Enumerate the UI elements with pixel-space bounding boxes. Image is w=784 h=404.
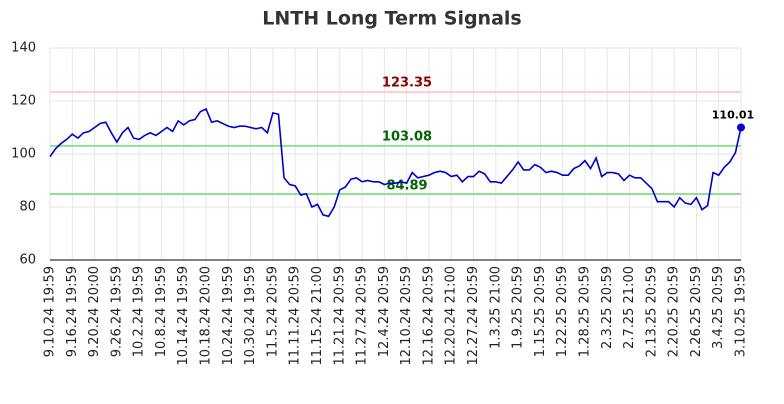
x-tick-label: 1.22.25 20:59 bbox=[555, 266, 570, 357]
x-tick-label: 2.3.25 20:59 bbox=[600, 266, 615, 349]
x-tick-label: 11.27.24 20:59 bbox=[355, 266, 370, 366]
x-tick-label: 9.10.24 19:59 bbox=[43, 266, 58, 357]
x-tick-label: 9.20.24 20:00 bbox=[87, 266, 102, 357]
chart-title: LNTH Long Term Signals bbox=[262, 8, 521, 30]
x-tick-label: 12.16.24 20:59 bbox=[421, 266, 436, 366]
x-tick-label: 11.5.24 20:59 bbox=[265, 266, 280, 357]
x-tick-label: 1.28.25 20:59 bbox=[577, 266, 592, 357]
signal-label: 103.08 bbox=[382, 129, 432, 144]
x-tick-label: 12.27.24 20:59 bbox=[466, 266, 481, 366]
y-tick-label: 80 bbox=[19, 200, 36, 215]
y-tick-label: 120 bbox=[11, 94, 36, 109]
x-tick-label: 9.26.24 19:59 bbox=[109, 266, 124, 357]
x-tick-label: 2.7.25 21:00 bbox=[622, 266, 637, 349]
y-tick-label: 140 bbox=[11, 41, 36, 56]
x-tick-label: 10.8.24 19:59 bbox=[154, 266, 169, 357]
x-tick-label: 10.30.24 19:59 bbox=[243, 266, 258, 366]
x-tick-label: 2.26.25 20:59 bbox=[689, 266, 704, 357]
x-tick-label: 2.13.25 20:59 bbox=[644, 266, 659, 357]
x-tick-label: 10.2.24 19:59 bbox=[132, 266, 147, 357]
x-tick-label: 1.3.25 21:00 bbox=[488, 266, 503, 349]
x-tick-label: 3.10.25 19:59 bbox=[734, 266, 749, 357]
x-tick-label: 9.16.24 19:59 bbox=[65, 266, 80, 357]
x-tick-label: 1.15.25 20:59 bbox=[533, 266, 548, 357]
x-tick-label: 2.20.25 20:59 bbox=[667, 266, 682, 357]
x-tick-label: 10.14.24 19:59 bbox=[176, 266, 191, 366]
x-tick-label: 1.9.25 20:59 bbox=[511, 266, 526, 349]
y-tick-label: 60 bbox=[19, 253, 36, 268]
last-point bbox=[737, 123, 745, 132]
x-tick-label: 11.15.24 21:00 bbox=[310, 266, 325, 366]
y-tick-label: 100 bbox=[11, 147, 36, 162]
signal-label: 123.35 bbox=[382, 76, 432, 91]
last-value-label: 110.01 bbox=[712, 108, 754, 121]
x-tick-label: 11.11.24 20:59 bbox=[288, 266, 303, 366]
x-tick-label: 12.10.24 20:59 bbox=[399, 266, 414, 366]
x-tick-label: 10.18.24 20:00 bbox=[199, 266, 214, 366]
x-tick-label: 11.21.24 20:59 bbox=[332, 266, 347, 366]
x-tick-label: 10.24.24 19:59 bbox=[221, 266, 236, 366]
x-tick-label: 12.20.24 21:00 bbox=[444, 266, 459, 366]
x-tick-label: 12.4.24 20:59 bbox=[377, 266, 392, 357]
price-line bbox=[49, 107, 742, 218]
x-tick-label: 3.4.25 20:59 bbox=[711, 266, 726, 349]
